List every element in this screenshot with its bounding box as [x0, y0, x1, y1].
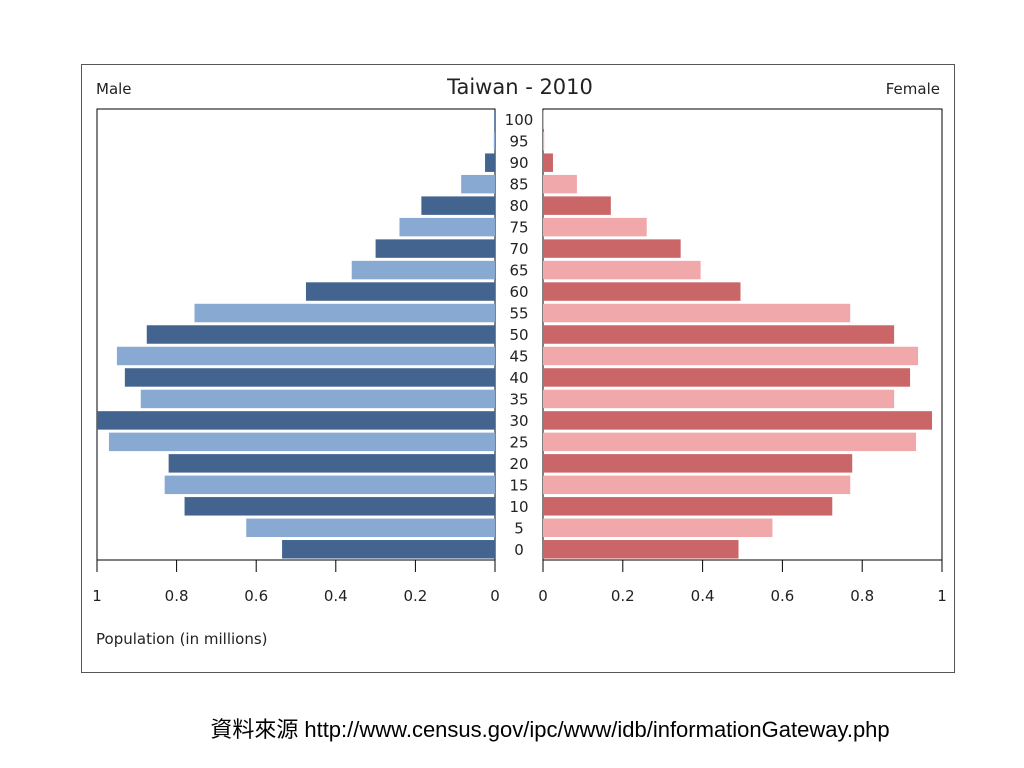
- female-bar: [543, 110, 544, 129]
- female-x-tick-label: 1: [937, 587, 947, 605]
- male-bar: [494, 110, 495, 129]
- age-label: 35: [509, 390, 528, 408]
- male-bar: [493, 131, 495, 151]
- female-bar: [543, 325, 895, 344]
- age-label: 5: [514, 519, 524, 537]
- female-bar: [543, 411, 933, 430]
- female-bar: [543, 540, 739, 559]
- female-bar: [543, 196, 611, 215]
- female-bar: [543, 475, 851, 495]
- male-bar: [116, 346, 496, 366]
- female-bar: [543, 174, 577, 194]
- female-bar: [543, 432, 917, 452]
- male-x-tick-label: 1: [92, 587, 102, 605]
- age-label: 85: [509, 176, 528, 194]
- age-label: 25: [509, 433, 528, 451]
- female-x-tick-label: 0.8: [850, 587, 874, 605]
- age-label: 40: [509, 369, 528, 387]
- female-x-tick-label: 0.2: [611, 587, 635, 605]
- age-label: 45: [509, 347, 528, 365]
- male-bar: [146, 325, 495, 344]
- male-bar: [351, 260, 495, 280]
- male-x-tick-label: 0.6: [244, 587, 268, 605]
- age-label: 60: [509, 283, 528, 301]
- male-bar: [168, 454, 495, 473]
- female-x-tick-label: 0.4: [691, 587, 715, 605]
- male-bar: [399, 217, 495, 237]
- female-bar: [543, 217, 647, 237]
- age-label: 20: [509, 455, 528, 473]
- source-label: 資料來源: [210, 717, 299, 742]
- female-bar: [543, 260, 701, 280]
- female-x-tick-label: 0.6: [770, 587, 794, 605]
- source-url[interactable]: http://www.census.gov/ipc/www/idb/inform…: [304, 717, 890, 742]
- chart-title: Taiwan - 2010: [446, 75, 593, 99]
- male-bar: [164, 475, 495, 495]
- male-bar: [485, 153, 495, 172]
- male-bar: [140, 389, 495, 409]
- age-label: 90: [509, 154, 528, 172]
- age-label: 10: [509, 498, 528, 516]
- male-bar: [184, 497, 495, 516]
- female-bar: [543, 389, 895, 409]
- male-bar: [97, 411, 495, 430]
- male-bar: [282, 540, 495, 559]
- female-x-tick-label: 0: [538, 587, 548, 605]
- chart-frame: [81, 64, 955, 673]
- female-bar: [543, 518, 773, 538]
- age-label: 80: [509, 197, 528, 215]
- age-label: 0: [514, 541, 524, 559]
- x-axis-label: Population (in millions): [96, 630, 268, 648]
- female-side-label: Female: [886, 80, 940, 98]
- male-bar: [246, 518, 495, 538]
- age-label: 30: [509, 412, 528, 430]
- male-bar: [194, 303, 495, 323]
- female-bar: [543, 346, 919, 366]
- male-x-tick-label: 0.4: [324, 587, 348, 605]
- female-bar: [543, 368, 911, 387]
- age-label: 100: [505, 111, 534, 129]
- female-bar: [543, 303, 851, 323]
- age-label: 75: [509, 219, 528, 237]
- female-bar: [543, 131, 545, 151]
- male-x-tick-label: 0.2: [403, 587, 427, 605]
- male-bar: [305, 282, 495, 301]
- female-bar: [543, 282, 741, 301]
- male-x-tick-label: 0.8: [165, 587, 189, 605]
- male-bar: [421, 196, 495, 215]
- age-label: 65: [509, 262, 528, 280]
- plot-area: 0510152025303540455055606570758085909510…: [92, 108, 947, 605]
- male-x-tick-label: 0: [490, 587, 500, 605]
- source-caption: 資料來源 http://www.census.gov/ipc/www/idb/in…: [0, 712, 1024, 744]
- age-label: 50: [509, 326, 528, 344]
- female-bar: [543, 239, 681, 258]
- female-bar: [543, 153, 553, 172]
- age-label: 70: [509, 240, 528, 258]
- male-side-label: Male: [96, 80, 132, 98]
- age-label: 55: [509, 305, 528, 323]
- age-label: 15: [509, 476, 528, 494]
- male-bar: [461, 174, 495, 194]
- population-pyramid-chart: Taiwan - 2010 Male Female Population (in…: [92, 75, 947, 648]
- male-bar: [124, 368, 496, 387]
- female-bar: [543, 454, 853, 473]
- age-label: 95: [509, 133, 528, 151]
- male-bar: [108, 432, 495, 452]
- female-bar: [543, 497, 833, 516]
- male-bar: [375, 239, 495, 258]
